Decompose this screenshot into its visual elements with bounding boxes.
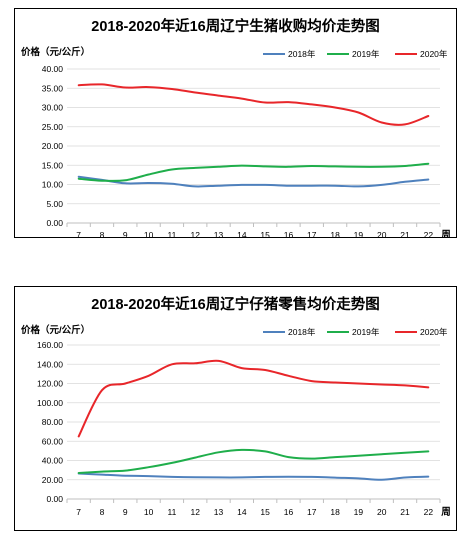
x-tick-label: 17 bbox=[307, 230, 317, 237]
piglet-retail-price-chart: 2018-2020年近16周辽宁仔猪零售均价走势图 价格（元/公斤） 2018年 20… bbox=[14, 286, 457, 531]
series-line-2019年 bbox=[77, 162, 430, 182]
x-tick-label: 19 bbox=[354, 230, 364, 237]
series-line-2018年 bbox=[77, 472, 430, 481]
x-tick-label: 14 bbox=[237, 230, 247, 237]
legend-label-1: 2019年 bbox=[352, 49, 380, 59]
x-tick-label: 13 bbox=[214, 230, 224, 237]
y-tick-label: 40.00 bbox=[42, 64, 64, 74]
y-tick-label: 5.00 bbox=[46, 199, 63, 209]
y-tick-label: 40.00 bbox=[42, 456, 64, 466]
y-tick-label: 20.00 bbox=[42, 475, 64, 485]
x-axis-label: 周 bbox=[441, 230, 451, 237]
x-tick-label: 8 bbox=[100, 230, 105, 237]
x-tick-label: 15 bbox=[260, 507, 270, 517]
x-tick-label: 19 bbox=[354, 507, 364, 517]
x-tick-label: 12 bbox=[190, 507, 200, 517]
y-tick-label: 25.00 bbox=[42, 122, 64, 132]
x-tick-label: 22 bbox=[424, 230, 434, 237]
x-axis-label: 周 bbox=[441, 507, 451, 518]
x-tick-label: 9 bbox=[123, 230, 128, 237]
series-line-2020年 bbox=[77, 359, 430, 438]
y-tick-label: 15.00 bbox=[42, 160, 64, 170]
y-tick-label: 80.00 bbox=[42, 417, 64, 427]
y-tick-label: 0.00 bbox=[46, 218, 63, 228]
y-tick-label: 120.00 bbox=[37, 379, 63, 389]
chart-title: 2018-2020年近16周辽宁生猪收购均价走势图 bbox=[91, 17, 379, 35]
legend-label-1: 2019年 bbox=[352, 327, 380, 337]
y-tick-label: 60.00 bbox=[42, 436, 64, 446]
chart-title: 2018-2020年近16周辽宁仔猪零售均价走势图 bbox=[91, 295, 379, 313]
y-tick-label: 30.00 bbox=[42, 103, 64, 113]
y-axis-label: 价格（元/公斤） bbox=[21, 324, 90, 336]
legend-label-2: 2020年 bbox=[420, 327, 448, 337]
x-tick-label: 12 bbox=[190, 230, 200, 237]
x-tick-label: 21 bbox=[400, 230, 410, 237]
x-tick-label: 11 bbox=[167, 230, 176, 237]
x-tick-label: 14 bbox=[237, 507, 247, 517]
y-tick-label: 20.00 bbox=[42, 141, 64, 151]
x-tick-label: 16 bbox=[284, 507, 294, 517]
y-tick-label: 140.00 bbox=[37, 359, 63, 369]
x-tick-label: 18 bbox=[330, 230, 340, 237]
x-tick-label: 11 bbox=[167, 507, 176, 517]
y-tick-label: 35.00 bbox=[42, 83, 64, 93]
x-tick-label: 7 bbox=[76, 507, 81, 517]
x-tick-label: 20 bbox=[377, 230, 387, 237]
x-tick-label: 22 bbox=[424, 507, 434, 517]
x-tick-label: 10 bbox=[144, 230, 154, 237]
x-tick-label: 13 bbox=[214, 507, 224, 517]
pig-purchase-price-chart: 2018-2020年近16周辽宁生猪收购均价走势图 价格（元/公斤） 2018年 20… bbox=[14, 8, 457, 238]
series-line-2018年 bbox=[77, 175, 430, 188]
series-line-2019年 bbox=[77, 448, 430, 474]
x-tick-label: 15 bbox=[260, 230, 270, 237]
x-tick-label: 21 bbox=[400, 507, 410, 517]
x-tick-label: 8 bbox=[100, 507, 105, 517]
y-axis-label: 价格（元/公斤） bbox=[21, 46, 90, 58]
y-tick-label: 100.00 bbox=[37, 398, 63, 408]
y-tick-label: 10.00 bbox=[42, 180, 64, 190]
series-line-2020年 bbox=[77, 83, 430, 126]
legend-label-0: 2018年 bbox=[288, 49, 316, 59]
x-tick-label: 18 bbox=[330, 507, 340, 517]
y-tick-label: 0.00 bbox=[46, 494, 63, 504]
y-tick-label: 160.00 bbox=[37, 340, 63, 350]
x-tick-label: 20 bbox=[377, 507, 387, 517]
legend-label-2: 2020年 bbox=[420, 49, 448, 59]
legend-label-0: 2018年 bbox=[288, 327, 316, 337]
x-tick-label: 16 bbox=[284, 230, 294, 237]
x-tick-label: 10 bbox=[144, 507, 154, 517]
x-tick-label: 7 bbox=[76, 230, 81, 237]
x-tick-label: 17 bbox=[307, 507, 317, 517]
x-tick-label: 9 bbox=[123, 507, 128, 517]
top-edge bbox=[0, 0, 470, 6]
